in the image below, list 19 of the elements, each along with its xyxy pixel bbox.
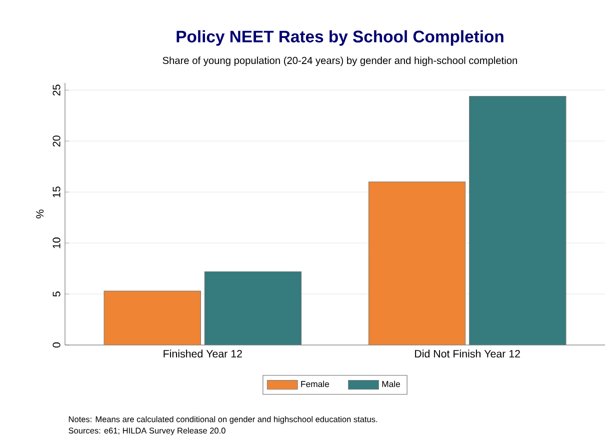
y-tick-label: 20 (52, 136, 60, 146)
y-tick-label: 5 (52, 292, 60, 297)
x-tick-label: Finished Year 12 (164, 350, 242, 358)
legend-label: Male (382, 380, 400, 388)
bar (469, 96, 566, 345)
bar (204, 271, 302, 345)
y-tick-label: 15 (52, 186, 60, 198)
y-axis-title: % (36, 210, 44, 218)
bar (104, 290, 201, 345)
y-tick-label: 25 (52, 84, 60, 96)
y-tick-label: 10 (52, 238, 60, 248)
chart-subtitle: Share of young population (20-24 years) by gender and high-school completion (162, 56, 517, 66)
x-tick-label: Did Not Finish Year 12 (415, 350, 520, 358)
y-tick-label: 0 (52, 342, 60, 348)
source-note: Sources: e61; HILDA Survey Release 20.0 (68, 427, 226, 436)
legend-label: Female (301, 380, 330, 388)
bar (368, 182, 466, 345)
chart-title: Policy NEET Rates by School Completion (176, 30, 504, 46)
text: Notes: Means are calculated conditional on gender and highschool education status. (68, 416, 378, 424)
